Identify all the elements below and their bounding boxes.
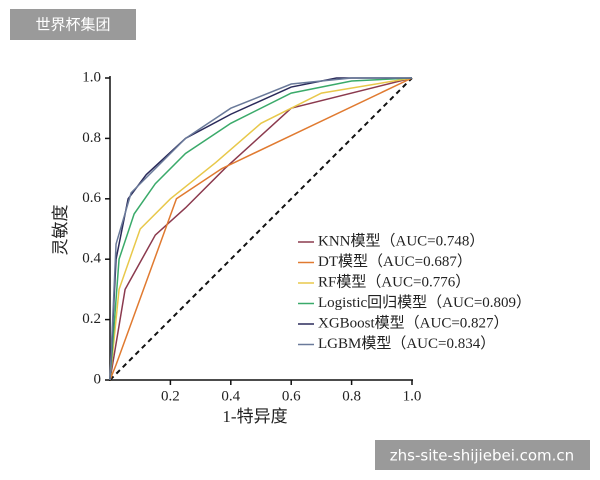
roc-curve	[109, 77, 413, 381]
y-tick-label: 0.8	[82, 130, 101, 146]
watermark: 世界杯集团	[35, 16, 110, 34]
legend-label: RF模型（AUC=0.776）	[318, 273, 470, 290]
legend-label: Logistic回归模型（AUC=0.809）	[318, 294, 531, 311]
watermark: zhs-site-shijiebei.com.cn	[390, 447, 574, 465]
roc-curve	[109, 77, 413, 381]
legend-label: KNN模型（AUC=0.748）	[318, 232, 484, 249]
y-tick-label: 0.4	[82, 251, 101, 267]
watermark-box	[375, 440, 590, 470]
y-tick-label: 0.2	[82, 311, 101, 327]
y-tick-label: 0.6	[82, 190, 101, 206]
x-tick-label: 0.2	[161, 388, 180, 404]
roc-curve	[109, 77, 412, 381]
y-tick-label: 1.0	[82, 69, 101, 85]
y-axis-title: 灵敏度	[51, 205, 70, 256]
legend-label: LGBM模型（AUC=0.834）	[318, 335, 495, 352]
roc-curve	[109, 77, 413, 381]
legend-label: DT模型（AUC=0.687）	[318, 253, 472, 270]
reference-line	[109, 77, 413, 381]
x-tick-label: 0.8	[342, 388, 361, 404]
legend-label: XGBoost模型（AUC=0.827）	[318, 314, 509, 331]
x-tick-label: 1.0	[403, 388, 422, 404]
watermark-box	[10, 9, 136, 40]
x-axis-title: 1-特异度	[222, 407, 287, 426]
x-tick-label: 0.4	[221, 388, 240, 404]
y-tick-label: 0	[94, 371, 102, 387]
x-tick-label: 0.6	[282, 388, 301, 404]
